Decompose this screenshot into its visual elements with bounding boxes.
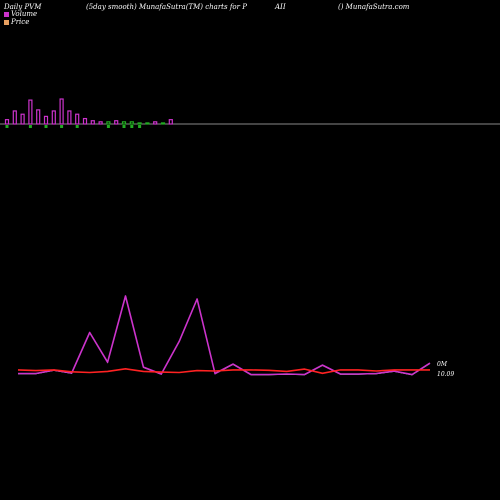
volume-bar (20, 113, 25, 125)
volume-bar (121, 121, 127, 125)
volume-bar (106, 121, 111, 125)
legend-volume-label: Volume (11, 10, 38, 18)
legend-price-swatch (4, 19, 9, 25)
volume-bar (51, 110, 56, 125)
volume-bar (67, 110, 72, 125)
legend-price: Price (4, 18, 29, 26)
volume-down-marker (138, 125, 142, 128)
volume-bar (59, 98, 64, 125)
volume-bar (114, 120, 119, 125)
volume-bar (4, 119, 10, 125)
volume-down-marker (44, 125, 48, 128)
volume-bar (28, 99, 33, 125)
chart-symbol: AII (275, 3, 286, 11)
price-axis-label: 10.09 (437, 371, 454, 378)
legend-price-label: Price (11, 18, 30, 26)
volume-down-marker (122, 125, 126, 128)
volume-bar (43, 115, 49, 125)
volume-line (18, 295, 431, 376)
volume-axis-label: 0M (437, 361, 448, 368)
volume-down-marker (5, 125, 9, 128)
volume-bar (137, 122, 142, 125)
volume-bar (168, 119, 173, 125)
chart-site: () MunafaSutra.com (338, 3, 410, 11)
chart-title-prefix: Daily PVM (4, 3, 42, 11)
volume-bar (12, 110, 17, 125)
volume-down-marker (75, 125, 79, 128)
price-line (17, 367, 430, 375)
legend-volume-swatch (4, 11, 9, 17)
volume-bar (153, 121, 158, 125)
volume-bar (160, 122, 166, 125)
volume-line-outline (18, 295, 431, 376)
volume-down-marker (28, 125, 32, 128)
legend-volume: Volume (4, 10, 37, 18)
chart-title: (5day smooth) MunafaSutra(TM) charts for… (86, 3, 247, 11)
volume-bar (145, 122, 150, 125)
volume-bar (36, 109, 41, 125)
volume-down-marker (60, 125, 64, 128)
volume-bar (90, 120, 95, 125)
volume-bar (82, 117, 88, 125)
volume-bar (75, 113, 80, 125)
volume-down-marker (130, 125, 134, 128)
volume-bar (129, 121, 134, 125)
volume-bar (98, 121, 103, 125)
volume-down-marker (106, 125, 110, 128)
